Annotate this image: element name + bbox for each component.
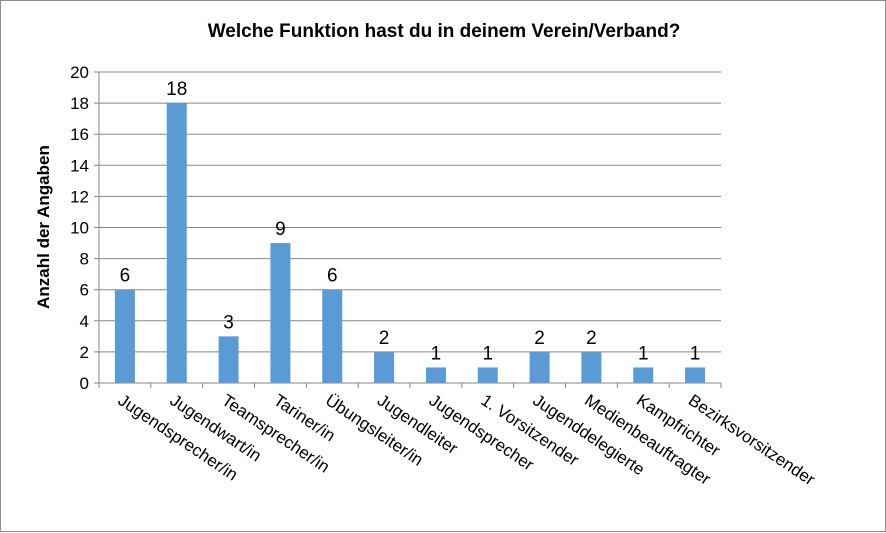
data-label: 1 <box>638 343 649 364</box>
data-label: 6 <box>120 266 131 287</box>
bar <box>270 243 291 383</box>
data-label: 9 <box>275 219 286 240</box>
bars <box>114 103 706 383</box>
bar <box>529 351 550 383</box>
bar <box>322 289 343 383</box>
bar <box>633 367 654 383</box>
bar <box>114 289 135 383</box>
bar <box>374 351 395 383</box>
y-tick-label: 20 <box>70 63 89 82</box>
y-tick-label: 8 <box>80 250 89 269</box>
y-tick-label: 0 <box>80 374 89 393</box>
y-axis-label: Anzahl der Angaben <box>34 145 53 309</box>
data-label: 6 <box>327 266 338 287</box>
bar <box>166 103 187 383</box>
y-tick-label: 18 <box>70 94 89 113</box>
data-label: 1 <box>431 343 442 364</box>
y-tick-label: 6 <box>80 281 89 300</box>
bar <box>477 367 498 383</box>
chart-title: Welche Funktion hast du in deinem Verein… <box>208 21 681 42</box>
y-tick-label: 4 <box>80 312 89 331</box>
gridlines <box>94 71 722 388</box>
y-tick-label: 10 <box>70 219 89 238</box>
data-label: 18 <box>166 79 187 100</box>
data-label: 2 <box>379 328 390 349</box>
bar <box>581 351 602 383</box>
bar <box>425 367 446 383</box>
data-label: 3 <box>223 312 234 333</box>
data-label: 2 <box>534 328 545 349</box>
x-axis-ticks: Jugendsprecher/inJugendwart/inTeamsprech… <box>115 391 819 490</box>
data-labels: 6 18 3 9 6 2 1 1 2 2 1 1 <box>120 79 701 364</box>
y-tick-label: 16 <box>70 125 89 144</box>
y-axis-ticks: 0 2 4 6 8 10 12 14 16 18 20 <box>70 63 89 393</box>
data-label: 1 <box>690 343 701 364</box>
data-label: 2 <box>586 328 597 349</box>
bar <box>218 336 239 383</box>
y-tick-label: 14 <box>70 156 89 175</box>
data-label: 1 <box>482 343 493 364</box>
y-tick-label: 12 <box>70 187 89 206</box>
y-tick-label: 2 <box>80 343 89 362</box>
bar <box>685 367 706 383</box>
